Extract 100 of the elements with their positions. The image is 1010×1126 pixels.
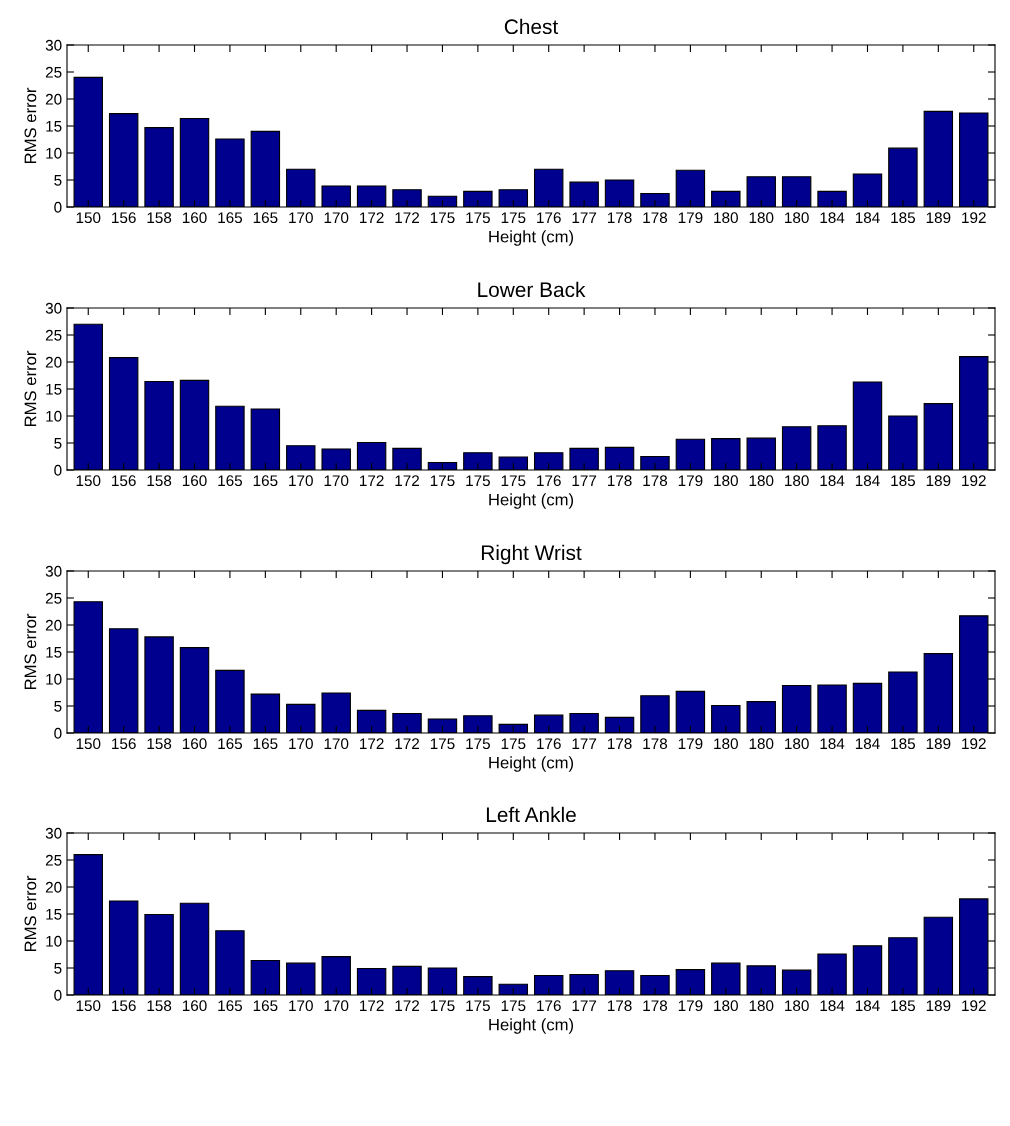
x-tick-label: 178 [643, 475, 668, 487]
chart-title: Left Ankle [486, 806, 576, 823]
x-tick-label: 172 [395, 1000, 420, 1011]
x-tick-label: 176 [537, 212, 561, 224]
y-tick-label: 15 [46, 384, 62, 395]
y-tick-label: 0 [54, 201, 62, 213]
x-tick-label: 192 [962, 1000, 986, 1012]
x-axis-title: Height (cm) [489, 493, 574, 509]
x-tick-label: 189 [926, 212, 951, 224]
y-tick-label: 15 [46, 121, 62, 132]
x-tick-label: 158 [147, 738, 172, 750]
x-tick-label: 179 [678, 212, 703, 224]
x-tick-label: 170 [289, 475, 313, 487]
x-tick-label: 180 [749, 1000, 774, 1012]
x-tick-label: 175 [466, 1000, 490, 1012]
x-tick-label: 176 [537, 475, 561, 487]
x-tick-label: 180 [785, 738, 809, 750]
x-tick-label: 150 [76, 212, 101, 224]
x-tick-label: 180 [714, 212, 738, 224]
x-tick-label: 156 [112, 1000, 136, 1012]
x-tick-label: 170 [324, 1000, 349, 1012]
x-tick-label: 185 [891, 738, 916, 750]
y-tick-label: 25 [45, 66, 62, 78]
x-tick-label: 192 [962, 475, 986, 487]
x-tick-label: 165 [253, 212, 278, 224]
x-tick-label: 179 [678, 1000, 703, 1012]
x-tick-label: 165 [218, 212, 243, 224]
x-tick-label: 158 [147, 475, 172, 487]
y-axis-title: RMS error [24, 875, 37, 952]
x-tick-label: 180 [714, 738, 738, 750]
y-axis-title: RMS error [24, 87, 37, 164]
x-tick-label: 178 [607, 212, 632, 224]
x-tick-label: 184 [820, 212, 845, 224]
x-tick-label: 170 [289, 1000, 313, 1012]
y-tick-label: 20 [45, 619, 62, 631]
x-tick-label: 179 [678, 738, 703, 750]
y-tick-label: 0 [54, 727, 62, 739]
x-tick-label: 192 [962, 212, 986, 224]
x-tick-label: 184 [855, 475, 880, 487]
y-tick-label: 20 [45, 881, 62, 893]
x-tick-label: 177 [572, 212, 597, 223]
x-axis-title: Height (cm) [489, 230, 574, 246]
x-axis-title: Height (cm) [489, 756, 574, 772]
x-tick-label: 160 [182, 212, 207, 224]
y-tick-label: 15 [46, 647, 62, 658]
x-tick-label: 172 [360, 738, 384, 749]
x-tick-label: 175 [501, 1000, 526, 1012]
x-tick-label: 180 [749, 738, 774, 750]
x-tick-label: 175 [501, 738, 526, 750]
x-tick-label: 150 [76, 738, 101, 750]
x-tick-label: 156 [112, 738, 136, 750]
chart-title: Right Wrist [481, 544, 582, 565]
x-tick-label: 172 [360, 212, 384, 223]
x-tick-label: 192 [962, 738, 986, 750]
x-axis-title: Height (cm) [489, 1018, 574, 1034]
y-tick-label: 25 [45, 592, 62, 604]
x-tick-label: 172 [395, 212, 420, 223]
y-tick-label: 10 [46, 935, 62, 947]
x-tick-label: 178 [643, 1000, 668, 1012]
x-tick-label: 170 [324, 212, 349, 224]
x-tick-label: 177 [572, 475, 597, 486]
x-tick-label: 180 [785, 212, 809, 224]
x-tick-label: 180 [714, 1000, 738, 1012]
x-tick-label: 175 [430, 212, 455, 224]
y-tick-label: 10 [46, 673, 62, 685]
x-tick-label: 184 [820, 1000, 845, 1012]
x-tick-label: 156 [112, 212, 136, 224]
x-tick-label: 170 [289, 738, 313, 750]
chart-title: Chest [504, 18, 559, 35]
x-tick-label: 178 [607, 738, 632, 750]
x-tick-label: 172 [360, 475, 384, 486]
x-tick-label: 180 [749, 212, 774, 224]
x-tick-label: 172 [395, 475, 420, 486]
x-tick-label: 165 [218, 475, 243, 487]
x-tick-label: 175 [430, 738, 455, 750]
x-tick-label: 189 [926, 1000, 951, 1012]
x-tick-label: 170 [324, 475, 349, 487]
x-tick-label: 156 [112, 475, 136, 487]
y-tick-label: 5 [54, 963, 62, 974]
y-tick-label: 20 [45, 356, 62, 368]
x-tick-label: 180 [785, 475, 809, 487]
y-tick-label: 5 [54, 438, 62, 449]
x-tick-label: 175 [466, 212, 490, 224]
x-tick-label: 184 [820, 475, 845, 487]
x-tick-label: 184 [855, 738, 880, 750]
x-tick-label: 184 [820, 738, 845, 750]
x-tick-label: 185 [891, 212, 916, 224]
x-tick-label: 170 [289, 212, 313, 224]
x-tick-label: 178 [607, 1000, 632, 1012]
x-tick-label: 158 [147, 1000, 172, 1012]
y-axis-title: RMS error [24, 613, 37, 690]
x-tick-label: 178 [643, 212, 668, 224]
x-tick-label: 160 [182, 738, 207, 750]
x-tick-label: 172 [360, 1000, 384, 1011]
x-tick-label: 177 [572, 1000, 597, 1011]
y-tick-label: 25 [45, 329, 62, 341]
x-tick-label: 189 [926, 475, 951, 487]
y-tick-label: 0 [54, 464, 62, 476]
y-tick-label: 5 [54, 701, 62, 712]
x-tick-label: 178 [643, 738, 668, 750]
